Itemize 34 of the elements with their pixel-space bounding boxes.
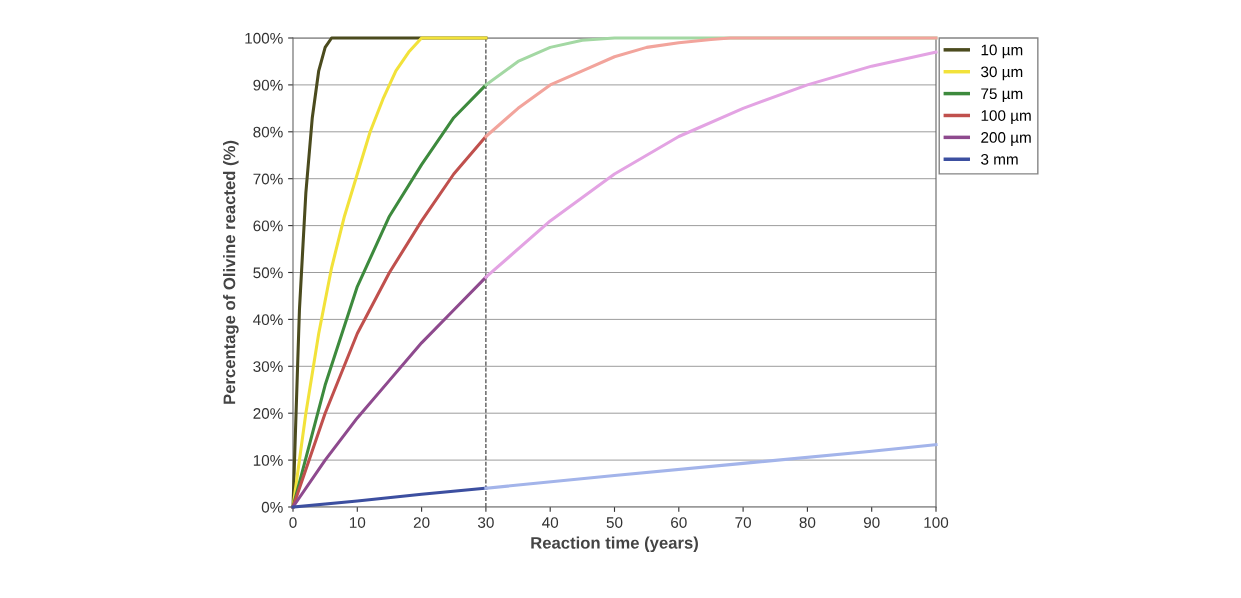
y-tick-label: 40% xyxy=(253,314,283,326)
y-tick-label: 70% xyxy=(253,173,283,185)
x-tick-label: 50 xyxy=(606,517,623,528)
y-tick-label: 50% xyxy=(253,267,283,279)
legend-label: 10 µm xyxy=(981,44,1023,59)
legend-label: 200 µm xyxy=(981,132,1031,146)
y-tick-label: 80% xyxy=(253,126,283,138)
line-series xyxy=(484,443,938,490)
legend-label: 75 µm xyxy=(981,88,1023,103)
legend-label: 3 mm xyxy=(981,153,1018,165)
legend-label: 30 µm xyxy=(981,66,1023,81)
x-tick-label: 30 xyxy=(477,517,494,528)
x-tick-label: 80 xyxy=(799,517,816,528)
x-tick-label: 40 xyxy=(542,517,559,528)
y-tick-label: 30% xyxy=(253,361,283,372)
x-tick-label: 10 xyxy=(349,517,366,528)
line-series xyxy=(291,275,488,509)
x-tick-label: 20 xyxy=(413,517,430,528)
line-series xyxy=(484,50,938,279)
line-series xyxy=(484,36,938,139)
x-tick-label: 70 xyxy=(735,517,751,528)
y-axis-title: Percentage of Olivine reacted (%) xyxy=(223,140,239,404)
x-axis-title: Reaction time (years) xyxy=(531,536,698,553)
y-tick-label: 90% xyxy=(253,79,283,91)
x-tick-label: 60 xyxy=(671,517,687,528)
x-tick-label: 0 xyxy=(289,517,297,528)
y-tick-label: 10% xyxy=(253,454,283,466)
x-tick-label: 100 xyxy=(924,517,949,528)
legend-label: 100 µm xyxy=(981,110,1031,124)
x-tick-label: 90 xyxy=(863,517,880,528)
y-tick-label: 100% xyxy=(245,32,283,44)
y-tick-label: 60% xyxy=(253,220,283,232)
y-tick-label: 0% xyxy=(261,501,283,513)
y-tick-label: 20% xyxy=(253,408,283,419)
